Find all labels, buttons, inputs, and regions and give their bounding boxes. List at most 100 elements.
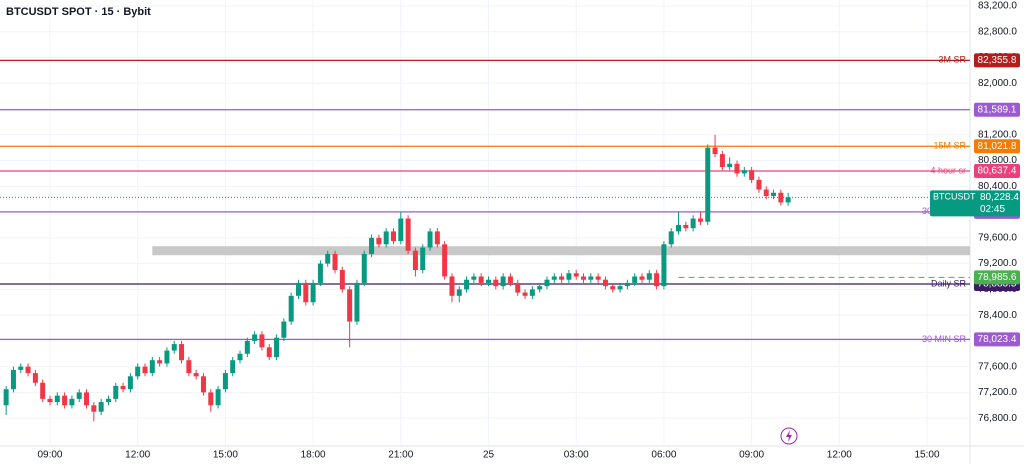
candle-body xyxy=(390,231,396,242)
candle-body xyxy=(62,395,68,406)
candle-body xyxy=(171,344,177,351)
candle-body xyxy=(47,398,53,403)
candle-body xyxy=(595,276,601,280)
candle-body xyxy=(281,321,287,338)
candle-body xyxy=(215,389,221,406)
candle-body xyxy=(602,279,608,287)
last-price-box xyxy=(930,190,1020,217)
candle-body xyxy=(507,276,513,283)
candle-body xyxy=(624,282,630,287)
x-tick-label: 09:00 xyxy=(739,450,764,461)
price-label: 81,589.1 xyxy=(978,104,1017,115)
candle-body xyxy=(25,366,31,374)
event-icon[interactable] xyxy=(780,427,798,445)
candle-body xyxy=(719,154,725,168)
candle-body xyxy=(639,276,645,280)
candle-body xyxy=(193,373,199,377)
y-tick-label: 82,800.0 xyxy=(978,26,1017,37)
level-name: 30 MIN SR xyxy=(922,334,967,344)
candle-body xyxy=(412,250,418,271)
candle-body xyxy=(515,282,521,293)
candle-body xyxy=(522,292,528,296)
candle-body xyxy=(252,334,258,341)
price-label: 81,021.8 xyxy=(978,141,1017,152)
candle-body xyxy=(559,276,565,280)
candle-body xyxy=(529,289,535,296)
candle-body xyxy=(712,147,718,155)
candle-body xyxy=(310,282,316,303)
candle-body xyxy=(573,273,579,277)
candle-body xyxy=(464,279,470,290)
x-tick-label: 25 xyxy=(483,450,495,461)
candle-body xyxy=(317,263,323,283)
price-label-box xyxy=(974,53,1020,68)
candle-body xyxy=(398,218,404,242)
candle-body xyxy=(69,398,75,406)
last-price-value: 80,228.4 xyxy=(980,192,1019,203)
candle-body xyxy=(354,282,360,322)
candle-body xyxy=(771,192,777,196)
candle-body xyxy=(274,337,280,357)
level-name: Daily SR xyxy=(931,278,967,288)
candle-body xyxy=(405,218,411,251)
x-tick-label: 15:00 xyxy=(213,450,238,461)
candle-body xyxy=(486,279,492,283)
candle-body xyxy=(676,224,682,232)
candle-body xyxy=(705,147,711,222)
price-label-box xyxy=(974,102,1020,117)
last-price-symbol: BTCUSDT xyxy=(933,192,976,202)
candle-body xyxy=(610,286,616,290)
candle-body xyxy=(632,276,638,283)
countdown: 02:45 xyxy=(980,204,1005,215)
candle-body xyxy=(749,170,755,180)
candle-body xyxy=(332,253,338,271)
candle-body xyxy=(756,179,762,190)
candle-body xyxy=(303,282,309,303)
candle-body xyxy=(661,244,667,287)
y-tick-label: 82,000.0 xyxy=(978,78,1017,89)
y-tick-label: 76,800.0 xyxy=(978,413,1017,424)
candle-body xyxy=(376,237,382,245)
candle-body xyxy=(113,385,119,399)
candle-body xyxy=(288,295,294,322)
y-tick-label: 80,800.0 xyxy=(978,155,1017,166)
candle-body xyxy=(581,276,587,280)
candle-body xyxy=(40,382,46,399)
candle-body xyxy=(149,360,155,374)
x-tick-label: 18:00 xyxy=(301,450,326,461)
candle-body xyxy=(91,405,97,412)
candle-body xyxy=(179,344,185,361)
price-label-box xyxy=(974,270,1020,285)
candle-body xyxy=(10,369,16,390)
candle-body xyxy=(478,276,484,283)
candle-body xyxy=(237,353,243,361)
candle-body xyxy=(127,376,133,390)
candle-body xyxy=(785,197,791,203)
candle-body xyxy=(230,360,236,374)
candle-body xyxy=(471,276,477,280)
candle-body xyxy=(105,398,111,403)
candle-body xyxy=(98,402,104,412)
level-name: 3M SR xyxy=(938,55,966,65)
price-label-box xyxy=(974,164,1020,179)
candle-body xyxy=(537,286,543,290)
x-tick-label: 12:00 xyxy=(125,450,150,461)
candle-body xyxy=(383,231,389,245)
candle-body xyxy=(369,237,375,254)
candle-body xyxy=(741,170,747,174)
candle-body xyxy=(361,253,367,283)
candle-body xyxy=(566,273,572,280)
candle-body xyxy=(427,231,433,248)
candle-body xyxy=(500,276,506,287)
level-name: 15M SR xyxy=(933,141,966,151)
candle-body xyxy=(690,218,696,229)
x-tick-label: 15:00 xyxy=(915,450,940,461)
y-tick-label: 78,400.0 xyxy=(978,310,1017,321)
candle-body xyxy=(727,163,733,168)
lightning xyxy=(786,430,792,442)
y-tick-label: 79,600.0 xyxy=(978,232,1017,243)
y-tick-label: 77,200.0 xyxy=(978,387,1017,398)
candle-body xyxy=(164,350,170,364)
